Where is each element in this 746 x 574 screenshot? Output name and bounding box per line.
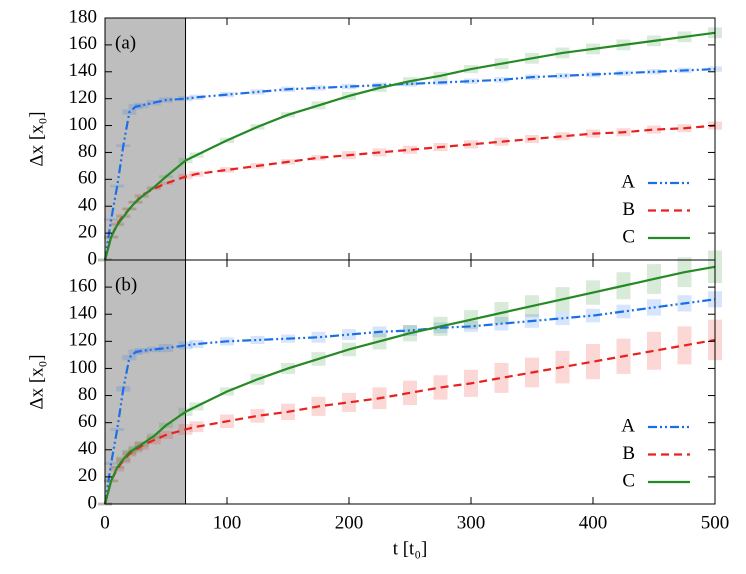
series-line <box>103 338 716 505</box>
legend-label: A <box>621 415 635 436</box>
panel-label: (b) <box>115 274 137 295</box>
y-axis-label: Δx [x₀] <box>26 111 47 166</box>
y-tick-label: 180 <box>69 6 98 27</box>
shaded-region <box>105 260 186 504</box>
series-line <box>103 67 716 261</box>
series-line <box>103 31 716 261</box>
shaded-region <box>105 18 186 260</box>
y-tick-label: 140 <box>69 303 98 324</box>
legend-label: A <box>621 171 635 192</box>
x-tick-label: 300 <box>457 512 486 533</box>
x-tick-label: 400 <box>579 512 608 533</box>
y-tick-label: 60 <box>78 411 97 432</box>
series-line <box>103 265 716 505</box>
y-tick-label: 80 <box>78 384 97 405</box>
x-axis-label: t [t₀] <box>393 538 428 559</box>
y-tick-label: 160 <box>69 275 98 296</box>
y-tick-label: 140 <box>69 60 98 81</box>
legend-label: C <box>622 470 635 491</box>
y-tick-label: 60 <box>78 168 97 189</box>
y-tick-label: 40 <box>78 195 97 216</box>
legend-label: B <box>622 443 635 464</box>
y-tick-label: 0 <box>88 492 98 513</box>
panel-label: (a) <box>115 32 136 53</box>
plot-frame <box>104 259 716 505</box>
y-tick-label: 100 <box>69 357 98 378</box>
x-tick-label: 500 <box>701 512 730 533</box>
y-tick-label: 0 <box>88 248 98 269</box>
y-tick-label: 20 <box>78 465 97 486</box>
legend-label: B <box>622 199 635 220</box>
y-tick-label: 80 <box>78 141 97 162</box>
x-tick-label: 0 <box>100 512 110 533</box>
plot-frame <box>104 17 716 261</box>
y-tick-label: 120 <box>69 87 98 108</box>
x-tick-label: 200 <box>335 512 364 533</box>
y-axis-label: Δx [x₀] <box>26 354 47 409</box>
legend-label: C <box>622 226 635 247</box>
x-tick-label: 100 <box>213 512 242 533</box>
y-tick-label: 120 <box>69 330 98 351</box>
series-line <box>103 298 716 505</box>
y-tick-label: 40 <box>78 438 97 459</box>
y-tick-label: 20 <box>78 221 97 242</box>
y-tick-label: 100 <box>69 114 98 135</box>
y-tick-label: 160 <box>69 33 98 54</box>
